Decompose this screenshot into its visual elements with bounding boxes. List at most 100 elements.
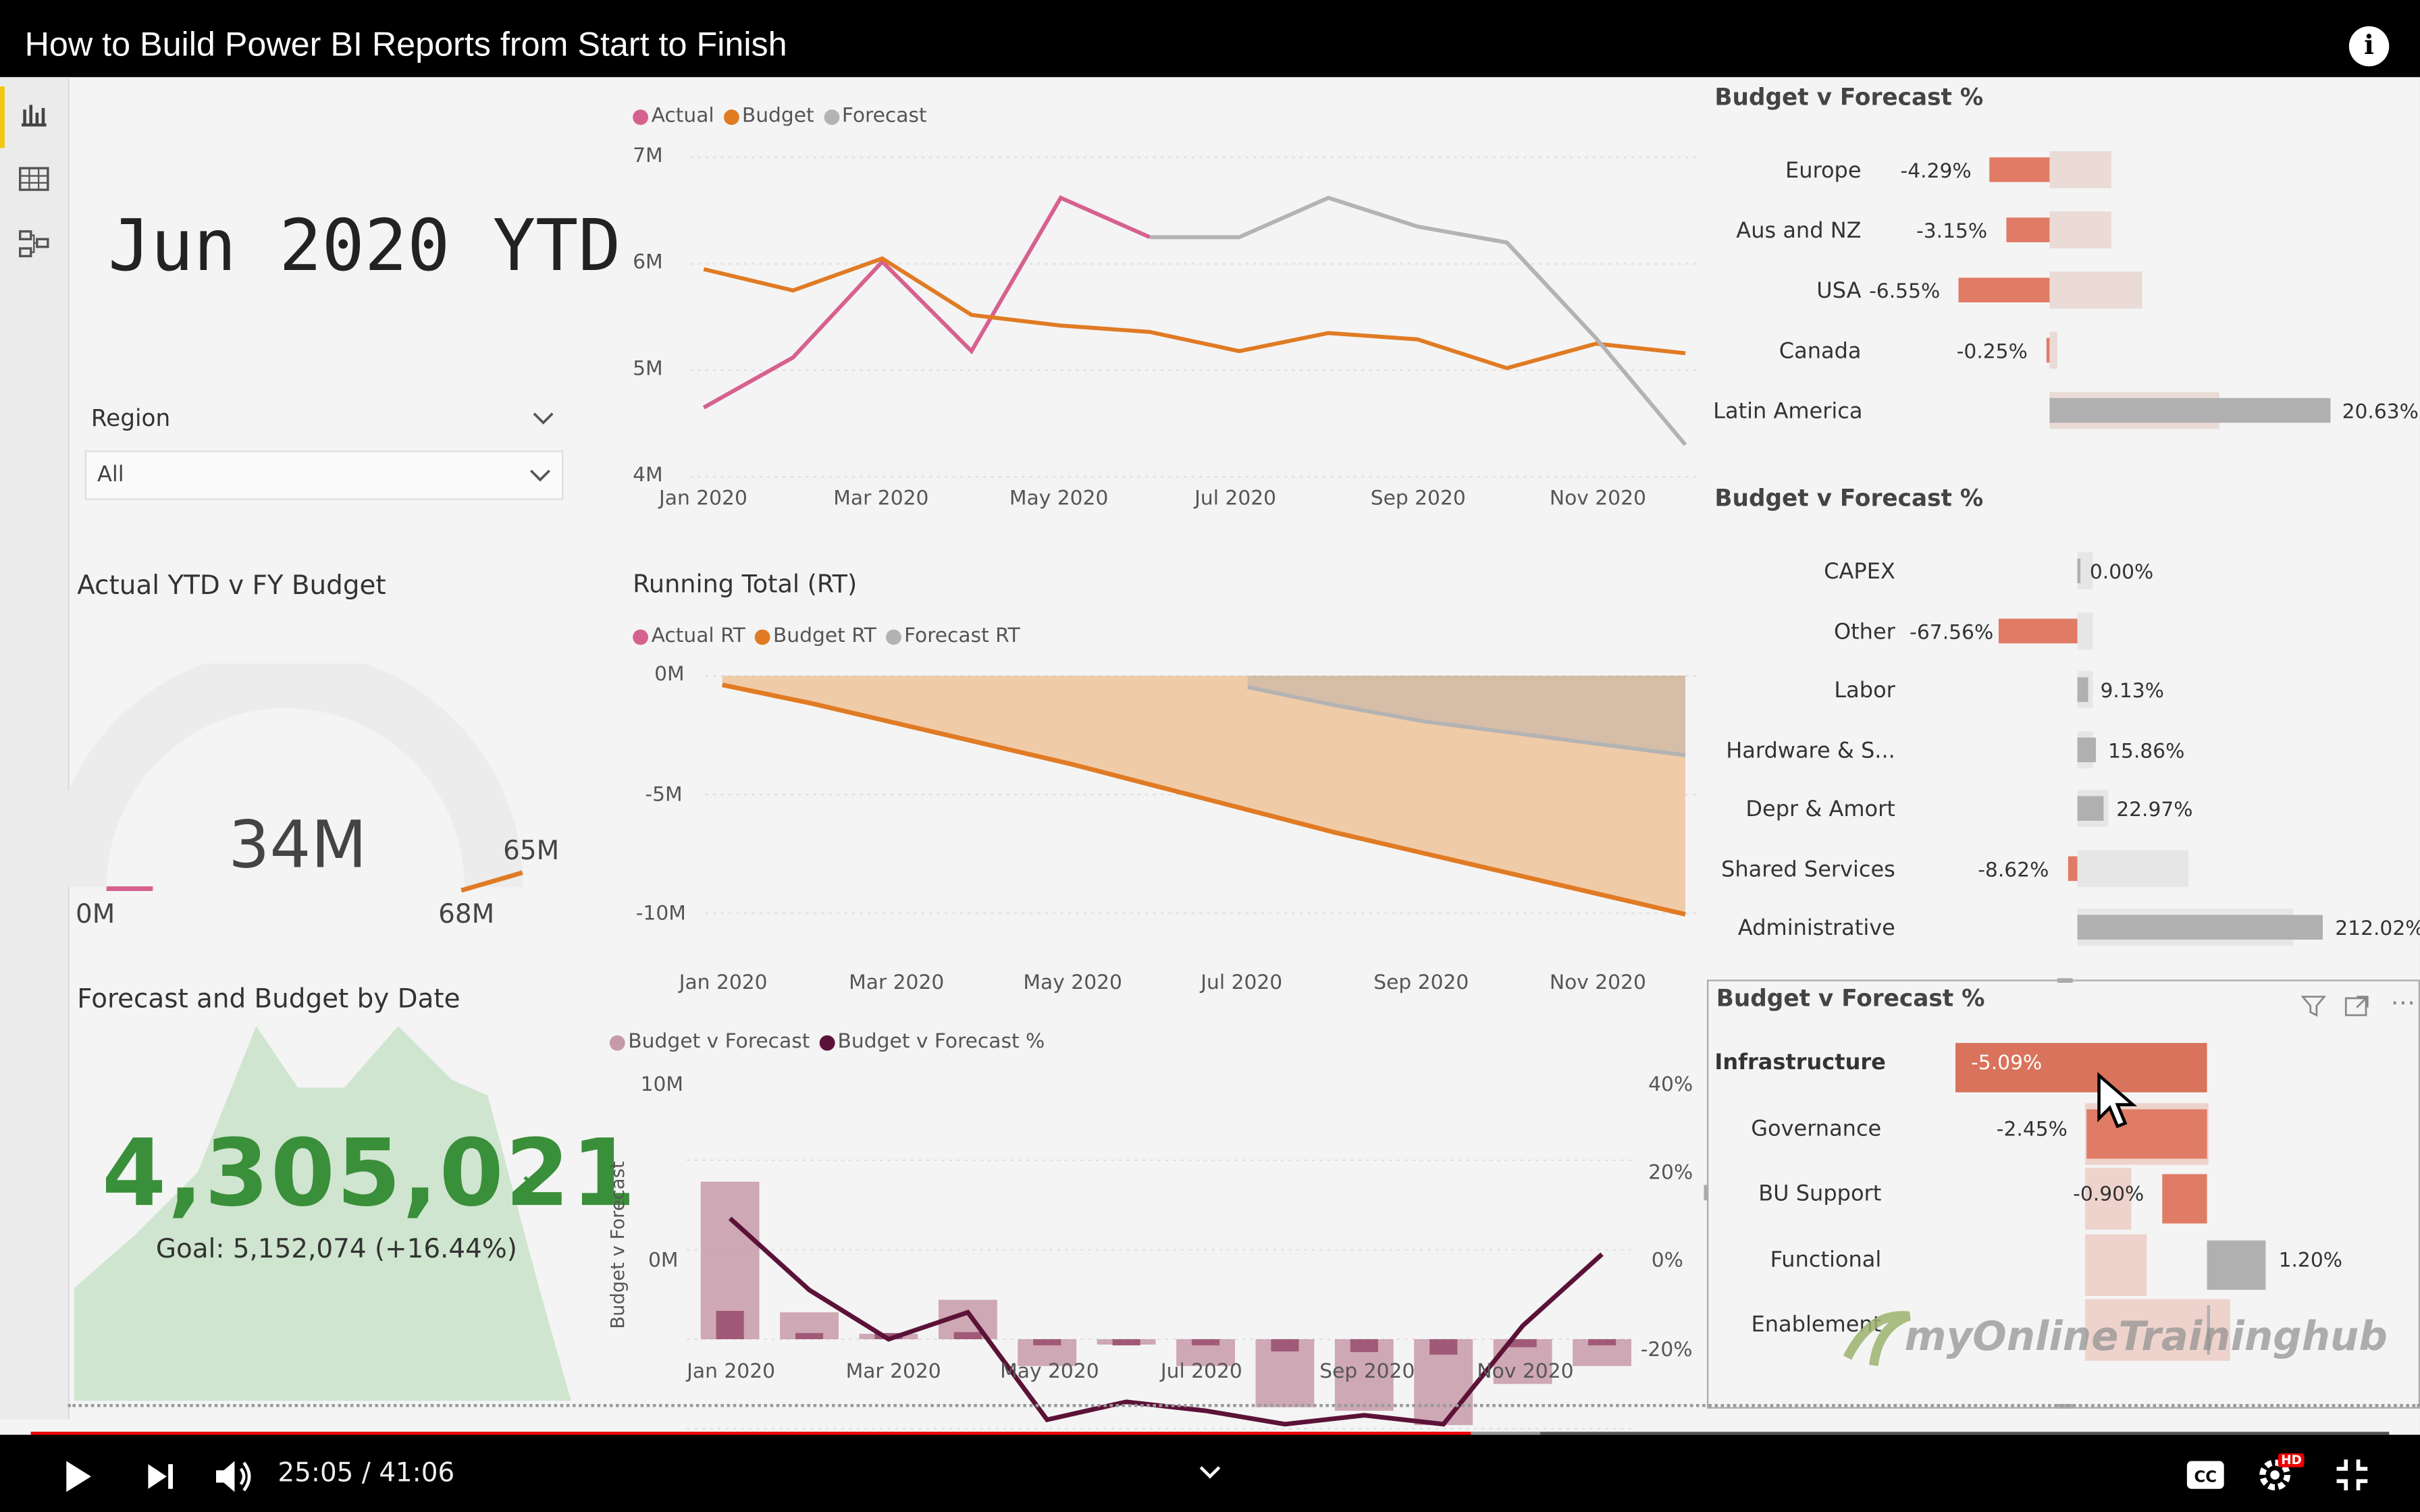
line-y-tick: 6M [633, 251, 663, 275]
watermark-logo-icon [1843, 1311, 1911, 1366]
gauge-value: 34M [228, 807, 367, 883]
line-y-tick: 5M [633, 358, 663, 381]
bvf-unit-visual[interactable]: Budget v Forecast % ⋯ Infrastructure -5.0… [1704, 978, 2420, 1409]
combo-chart-legend: Budget v Forecast Budget v Forecast % [609, 1031, 1045, 1054]
watermark-text: myOnlineTraininghub [1904, 1314, 2388, 1361]
bar-value [1990, 157, 2050, 182]
filter-icon[interactable] [2300, 994, 2326, 1019]
combo-y2-tick: 40% [1648, 1073, 1693, 1098]
bar-category-label: USA [1816, 279, 1862, 304]
combo-y2-tick: 20% [1648, 1162, 1693, 1185]
chevron-down-icon[interactable] [529, 468, 551, 483]
focus-mode-icon[interactable] [2344, 994, 2369, 1019]
slicer-collapse-icon[interactable] [533, 410, 554, 426]
bar-track [2049, 331, 2057, 369]
bar-track [2084, 1233, 2147, 1295]
combo-bar-inner [874, 1332, 903, 1339]
next-icon[interactable] [144, 1459, 178, 1493]
legend-forecast-rt[interactable]: Forecast RT [885, 624, 1020, 648]
bar-category-label: Shared Services [1721, 857, 1895, 882]
bvf-unit-title: Budget v Forecast % [1716, 984, 1985, 1013]
bar-value [1955, 1043, 2207, 1093]
mouse-cursor-icon [2097, 1072, 2137, 1129]
legend-bvf[interactable]: Budget v Forecast [609, 1031, 810, 1054]
line-x-tick: Nov 2020 [1549, 487, 1646, 511]
rt-x-tick: May 2020 [1023, 971, 1122, 996]
combo-bar-inner [1033, 1339, 1061, 1346]
legend-actual-rt[interactable]: Actual RT [633, 625, 745, 648]
captions-icon[interactable]: CC [2186, 1459, 2226, 1490]
legend-forecast[interactable]: Forecast [823, 105, 927, 128]
more-options-icon[interactable]: ⋯ [2390, 987, 2416, 1017]
combo-chart[interactable]: Budget v Forecast 10M 0M 40% 20% 0% -20%… [602, 1064, 1713, 1435]
bar-track [2049, 271, 2142, 309]
exit-fullscreen-icon[interactable] [2334, 1457, 2371, 1494]
legend-budget-rt[interactable]: Budget RT [754, 625, 876, 648]
bvf-region-chart[interactable]: Europe -4.29% Aus and NZ -3.15% USA -6.55% Can… [1713, 151, 2420, 460]
kpi-trend-area [74, 1025, 571, 1401]
bvf-category-chart[interactable]: CAPEX 0.00% Other -67.56% Labor 9.13% Hardware… [1713, 552, 2420, 969]
bar-track [2049, 211, 2111, 248]
bar-pct-label: 22.97% [2116, 799, 2193, 823]
chapter-chevron-icon[interactable] [1198, 1463, 1223, 1481]
bar-pct-label: -4.29% [1900, 160, 1972, 184]
resize-handle-top[interactable] [2057, 978, 2073, 983]
bar-value [2077, 558, 2081, 583]
report-view-icon[interactable] [18, 101, 49, 128]
gauge-chart[interactable] [61, 663, 571, 1003]
power-bi-report: Jun 2020 YTD Region All Actual YTD v FY … [0, 77, 2420, 1435]
bar-category-label: Administrative [1737, 916, 1895, 942]
bar-category-label: Hardware & S... [1726, 738, 1895, 763]
legend-bvf-pct[interactable]: Budget v Forecast % [819, 1031, 1045, 1054]
video-time: 25:05 / 41:06 [278, 1457, 455, 1489]
bar-value [2086, 1108, 2207, 1158]
gauge-max: 68M [438, 899, 495, 931]
bar-category-label: Canada [1779, 339, 1862, 364]
gauge-target-marker [461, 870, 523, 893]
bar-value [2046, 338, 2050, 363]
legend-actual[interactable]: Actual [633, 105, 714, 128]
line-x-tick: Jan 2020 [658, 487, 747, 511]
settings-icon[interactable] [2257, 1453, 2296, 1493]
model-view-icon[interactable] [18, 230, 49, 258]
rt-x-tick: Jul 2020 [1201, 971, 1283, 996]
bar-value [2162, 1174, 2207, 1224]
bar-value [2207, 1305, 2211, 1355]
legend-budget-rt-label: Budget RT [772, 624, 876, 648]
rt-chart[interactable]: 0M -5M -10M Jan 2020 Mar 2020 May 2020 J… [621, 655, 1701, 1010]
bar-category-label: Governance [1751, 1116, 1882, 1141]
gauge-title: Actual YTD v FY Budget [77, 570, 386, 602]
region-slicer-label: Region [90, 404, 171, 432]
info-icon[interactable]: i [2348, 26, 2390, 67]
combo-bar-inner [1271, 1339, 1299, 1352]
legend-actual-label: Actual [651, 105, 714, 128]
bar-category-label: Aus and NZ [1736, 219, 1862, 244]
legend-budget[interactable]: Budget [723, 105, 814, 128]
kpi-title: Forecast and Budget by Date [77, 984, 461, 1015]
played-bar [30, 1432, 1471, 1438]
combo-x-tick: Jul 2020 [1160, 1360, 1242, 1384]
bar-category-label: Depr & Amort [1745, 797, 1895, 823]
line-series-forecast [1150, 195, 1687, 446]
gauge-track [61, 663, 523, 888]
line-chart-plot [689, 156, 1701, 478]
volume-icon[interactable] [213, 1457, 256, 1496]
legend-forecast-rt-label: Forecast RT [903, 624, 1020, 648]
gauge-target: 65M [503, 836, 560, 867]
region-dropdown[interactable]: All [84, 450, 564, 500]
bar-value [2077, 736, 2096, 761]
line-x-tick: May 2020 [1009, 487, 1109, 511]
line-chart[interactable]: 7M 6M 5M 4M Jan 2020 Mar 2020 May 2020 J… [621, 139, 1701, 587]
combo-bar-inner [716, 1310, 744, 1339]
resize-handle-left[interactable] [1704, 1185, 1709, 1201]
combo-bar-inner [1191, 1339, 1220, 1346]
bar-track [2084, 1299, 2230, 1361]
play-icon[interactable] [59, 1458, 96, 1495]
data-view-icon[interactable] [18, 165, 49, 193]
video-progress-bar[interactable] [30, 1432, 2390, 1438]
bvf-unit-chart[interactable]: Infrastructure -5.09% Governance -2.45% BU S… [1714, 1043, 2415, 1398]
legend-actual-rt-label: Actual RT [651, 624, 745, 648]
bar-track [2077, 612, 2093, 649]
combo-x-tick: Nov 2020 [1477, 1360, 1574, 1384]
